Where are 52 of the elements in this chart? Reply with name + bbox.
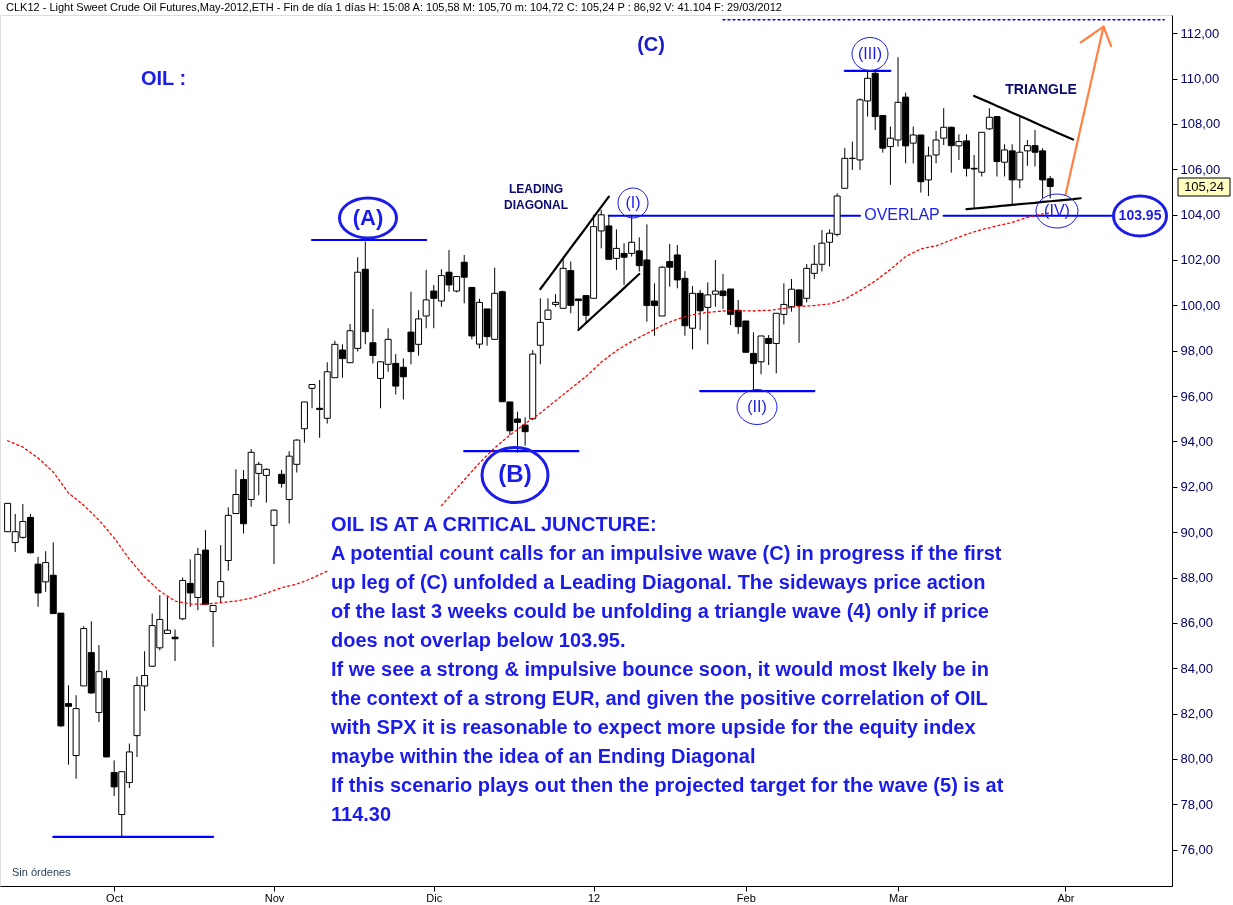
annotation: (IV) [1044,202,1070,219]
y-tick-label: 84,00 [1180,660,1214,676]
x-tick-label: Nov [264,891,285,904]
annotation: (II) [747,398,767,415]
annotation: A potential count calls for an impulsive wave (C) in progress if the first [331,542,1002,564]
y-tick-label: 90,00 [1180,524,1214,540]
y-tick-label: 102,00 [1180,252,1221,268]
x-tick-label: Abr [1057,891,1075,904]
x-tick-label: Dic [426,891,443,904]
annotation: of the last 3 weeks could be unfolding a triangle wave (4) only if price [331,600,989,622]
y-tick-label: 104,00 [1180,207,1221,223]
annotation: TRIANGLE [1005,81,1077,97]
y-tick-label: 106,00 [1180,161,1221,177]
y-tick-label: 80,00 [1180,751,1214,767]
annotation: (III) [858,45,882,62]
annotation: If this scenario plays out then the projected target for the wave (5) is at [331,774,1004,796]
y-tick-label: 82,00 [1180,706,1214,722]
y-tick-label: 112,00 [1180,25,1220,41]
y-tick-label: 96,00 [1180,388,1214,404]
annotation: OIL IS AT A CRITICAL JUNCTURE: [331,513,657,535]
text: 105,24 [1184,179,1224,194]
annotation: 103.95 [1118,207,1162,223]
chart-title: CLK12 - Light Sweet Crude Oil Futures,May-2012,ETH - Fin de día 1 días H: 15:08 A: 105,58 M: 105,70 m: 104,72 C: 105,24 P : 86,92 V: 41.104 F: 29/03/2012 [6,1,782,13]
x-tick-label: Feb [736,891,756,904]
annotation: (B) [498,460,532,487]
y-tick-label: 92,00 [1180,479,1214,495]
annotation: Sin órdenes [12,866,72,878]
y-tick-label: 100,00 [1180,297,1221,313]
y-tick-label: 94,00 [1180,433,1214,449]
y-tick-label: 108,00 [1180,116,1221,132]
annotation: OVERLAP [864,206,940,223]
annotation: (C) [637,33,665,55]
y-tick-label: 76,00 [1180,842,1214,858]
annotation: (I) [625,194,641,211]
annotation: does not overlap below 103.95. [331,629,626,651]
annotation: 114.30 [331,803,392,825]
y-tick-label: 88,00 [1180,570,1214,586]
annotation: up leg of (C) unfolded a Leading Diagonal. The sideways price action [331,571,986,593]
y-tick-label: 86,00 [1180,615,1214,631]
annotation: (A) [352,205,384,230]
annotation: maybe within the idea of an Ending Diagonal [331,745,756,767]
x-tick-label: Oct [106,891,124,904]
annotation: with SPX it is reasonable to expect more upside for the equity index [330,716,976,738]
y-tick-label: 110,00 [1180,71,1220,87]
annotation: LEADING DIAGONAL [504,182,568,212]
annotation: the context of a strong EUR, and given the positive correlation of OIL [331,687,988,709]
x-tick-label: Mar [889,891,909,904]
y-tick-label: 78,00 [1180,796,1214,812]
annotation: If we see a strong & impulsive bounce soon, it would most lkely be in [331,658,989,680]
x-tick-label: 12 [587,891,601,904]
annotation: OIL : [141,67,187,89]
y-tick-label: 98,00 [1180,343,1214,359]
